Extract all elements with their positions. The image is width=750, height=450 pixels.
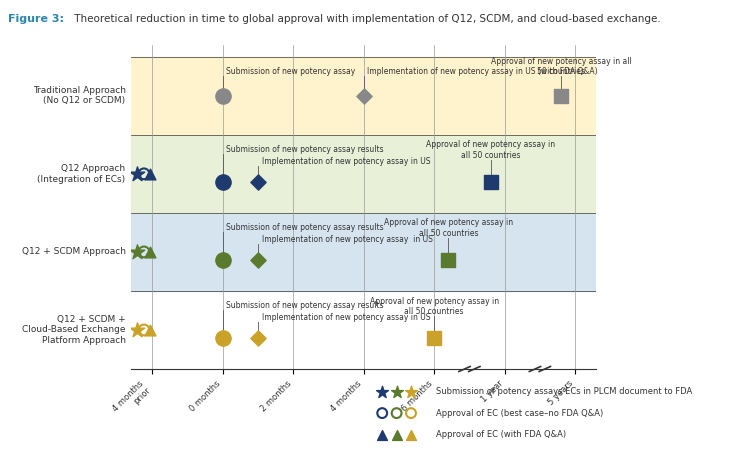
Point — [376, 431, 388, 438]
Point — [138, 170, 150, 177]
Point — [484, 178, 496, 185]
Text: Submission of potency assays ECs in PLCM document to FDA: Submission of potency assays ECs in PLCM… — [436, 387, 692, 396]
Point — [252, 256, 264, 263]
Point — [217, 92, 229, 99]
Text: Q12 + SCDM +
Cloud-Based Exchange
Platform Approach: Q12 + SCDM + Cloud-Based Exchange Platfo… — [22, 315, 125, 345]
Point — [376, 410, 388, 417]
Point — [428, 334, 440, 342]
Text: Submission of new potency assay: Submission of new potency assay — [226, 67, 356, 76]
Text: Traditional Approach
(No Q12 or SCDM): Traditional Approach (No Q12 or SCDM) — [32, 86, 125, 105]
Point — [143, 248, 155, 256]
Point — [391, 388, 403, 395]
Point — [376, 388, 388, 395]
Point — [138, 326, 150, 333]
Text: Approval of EC (with FDA Q&A): Approval of EC (with FDA Q&A) — [436, 430, 566, 439]
Point — [555, 92, 567, 99]
Text: Implementation of new potency assay  in US: Implementation of new potency assay in U… — [262, 235, 433, 244]
Point — [143, 170, 155, 177]
Text: Approval of new potency assay in all
50 countries: Approval of new potency assay in all 50 … — [490, 57, 632, 76]
Text: Figure 3:: Figure 3: — [8, 14, 64, 23]
Text: Q12 Approach
(Integration of ECs): Q12 Approach (Integration of ECs) — [38, 164, 125, 184]
Text: Implementation of new potency assay in US: Implementation of new potency assay in U… — [262, 313, 430, 322]
Text: Submission of new potency assay results: Submission of new potency assay results — [226, 145, 384, 154]
Point — [143, 326, 155, 333]
Point — [405, 388, 417, 395]
Bar — [131, 135, 596, 213]
Point — [138, 248, 150, 256]
Point — [131, 248, 143, 256]
Point — [391, 431, 403, 438]
Text: Q12 + SCDM Approach: Q12 + SCDM Approach — [22, 248, 125, 256]
Point — [442, 256, 454, 263]
Text: Theoretical reduction in time to global approval with implementation of Q12, SCD: Theoretical reduction in time to global … — [71, 14, 661, 23]
Point — [217, 334, 229, 342]
Point — [131, 326, 143, 333]
Text: Implementation of new potency assay in US (with FDA Q&A): Implementation of new potency assay in U… — [368, 67, 598, 76]
Text: Submission of new potency assay results: Submission of new potency assay results — [226, 223, 384, 232]
Bar — [131, 213, 596, 291]
Text: Approval of EC (best case–no FDA Q&A): Approval of EC (best case–no FDA Q&A) — [436, 409, 604, 418]
Point — [217, 256, 229, 263]
Bar — [131, 57, 596, 135]
Point — [131, 170, 143, 177]
Point — [405, 431, 417, 438]
Point — [252, 334, 264, 342]
Text: Approval of new potency assay in
all 50 countries: Approval of new potency assay in all 50 … — [370, 297, 499, 316]
Text: Approval of new potency assay in
all 50 countries: Approval of new potency assay in all 50 … — [384, 218, 513, 238]
Text: Submission of new potency assay results: Submission of new potency assay results — [226, 302, 384, 310]
Text: Approval of new potency assay in
all 50 countries: Approval of new potency assay in all 50 … — [426, 140, 555, 160]
Point — [358, 92, 370, 99]
Point — [252, 178, 264, 185]
Point — [391, 410, 403, 417]
Point — [217, 178, 229, 185]
Text: Implementation of new potency assay in US: Implementation of new potency assay in U… — [262, 157, 430, 166]
Point — [405, 410, 417, 417]
